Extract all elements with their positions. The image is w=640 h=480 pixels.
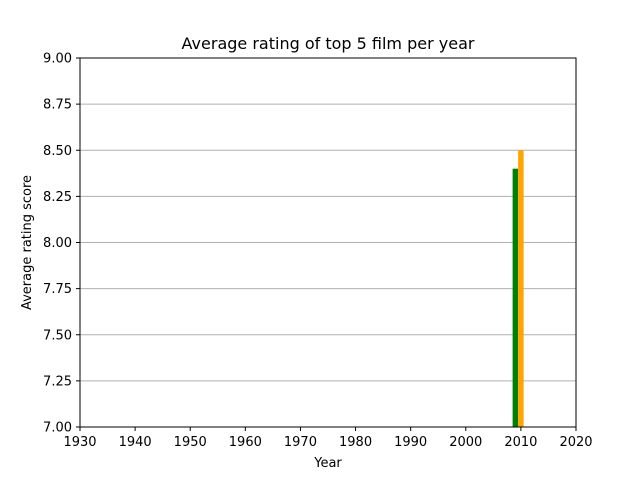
x-tick-label: 1930 <box>63 435 96 450</box>
x-tick-label: 1950 <box>174 435 207 450</box>
x-tick-label: 1960 <box>229 435 262 450</box>
y-tick-label: 8.25 <box>43 190 72 205</box>
x-axis-label: Year <box>313 456 342 471</box>
chart-title: Average rating of top 5 film per year <box>182 34 475 53</box>
bar-series <box>512 150 524 427</box>
bar <box>512 168 519 427</box>
y-tick-label: 9.00 <box>43 52 72 67</box>
y-tick-label: 7.00 <box>43 421 72 436</box>
bar <box>518 150 524 427</box>
y-tick-label: 7.50 <box>43 328 72 343</box>
x-tick-label: 1970 <box>284 435 317 450</box>
y-tick-label: 8.50 <box>43 144 72 159</box>
y-tick-label: 7.25 <box>43 374 72 389</box>
x-tick-label: 2010 <box>504 435 537 450</box>
x-tick-label: 2000 <box>449 435 482 450</box>
x-axis-ticks: 1930 1940 1950 1960 1970 1980 1990 2000 2010 2020 <box>63 427 593 450</box>
y-tick-label: 8.75 <box>43 98 72 113</box>
y-axis-ticks: 7.00 7.25 7.50 7.75 8.00 8.25 8.50 8.75 9.00 <box>43 52 80 436</box>
x-tick-label: 1990 <box>394 435 427 450</box>
y-tick-label: 7.75 <box>43 282 72 297</box>
x-tick-label: 2020 <box>559 435 592 450</box>
x-tick-label: 1940 <box>119 435 152 450</box>
x-tick-label: 1980 <box>339 435 372 450</box>
y-tick-label: 8.00 <box>43 236 72 251</box>
y-axis-label: Average rating score <box>20 175 35 310</box>
